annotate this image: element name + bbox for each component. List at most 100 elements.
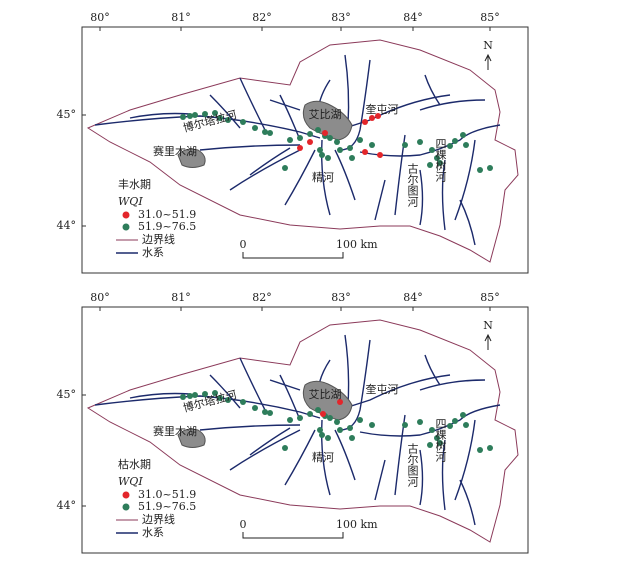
north-label: N — [483, 39, 493, 52]
legend-swatch — [122, 223, 130, 231]
lon-label: 83° — [331, 291, 351, 304]
site-good — [349, 155, 355, 161]
river — [279, 374, 301, 421]
place-label: 艾比湖 — [309, 108, 342, 121]
site-good — [212, 390, 218, 396]
site-good — [477, 447, 483, 453]
river — [344, 334, 350, 406]
site-good — [319, 152, 325, 158]
site-poor — [377, 152, 383, 158]
scale-bar — [242, 532, 344, 539]
site-good — [240, 119, 246, 125]
site-good — [282, 445, 288, 451]
site-good — [402, 142, 408, 148]
site-good — [202, 111, 208, 117]
site-good — [349, 435, 355, 441]
site-poor — [369, 115, 375, 121]
place-label: 赛里木湖 — [153, 424, 197, 438]
site-good — [317, 427, 323, 433]
north-arrow — [484, 53, 492, 70]
legend-swatch — [122, 491, 130, 499]
legend-title: WQI — [118, 195, 143, 208]
lon-label: 81° — [171, 11, 191, 24]
site-good — [287, 417, 293, 423]
season-label: 枯水期 — [118, 457, 151, 471]
river — [239, 357, 266, 411]
place-label: 精河 — [312, 451, 334, 464]
lat-label: 44° — [57, 219, 77, 232]
site-good — [297, 135, 303, 141]
map-frame — [81, 26, 529, 274]
site-good — [282, 165, 288, 171]
river — [424, 74, 441, 106]
site-good — [357, 137, 363, 143]
scale-label: 0 — [240, 518, 247, 531]
river — [249, 147, 291, 176]
legend-title: WQI — [118, 475, 143, 488]
site-good — [427, 442, 433, 448]
site-poor — [307, 139, 313, 145]
place-label: 精河 — [312, 171, 334, 184]
site-good — [325, 155, 331, 161]
site-good — [334, 419, 340, 425]
north-arrow — [484, 333, 492, 350]
river — [239, 77, 266, 131]
river — [459, 199, 476, 246]
river — [359, 404, 501, 437]
scale-label: 100 km — [336, 238, 378, 251]
site-good — [334, 139, 340, 145]
legend-label: 边界线 — [142, 512, 175, 526]
site-good — [427, 162, 433, 168]
place-label: 艾比湖 — [309, 388, 342, 401]
site-good — [217, 115, 223, 121]
site-good — [180, 394, 186, 400]
site-good — [437, 440, 443, 446]
river — [284, 149, 316, 206]
basin-boundary — [86, 39, 519, 263]
river — [419, 449, 424, 506]
site-good — [327, 135, 333, 141]
river — [129, 392, 191, 399]
legend-label: 51.9~76.5 — [138, 500, 196, 513]
river — [284, 429, 316, 486]
place-label: 奎屯河 — [366, 102, 399, 116]
map-frame — [81, 306, 529, 554]
site-good — [225, 397, 231, 403]
legend-label: 水系 — [142, 526, 164, 539]
site-good — [327, 415, 333, 421]
site-good — [192, 112, 198, 118]
river — [129, 112, 191, 119]
site-good — [317, 147, 323, 153]
river — [279, 94, 301, 141]
lon-label: 84° — [403, 11, 423, 24]
river — [199, 144, 301, 151]
site-good — [187, 393, 193, 399]
river — [454, 419, 476, 501]
river — [94, 115, 321, 139]
site-good — [287, 137, 293, 143]
site-good — [267, 410, 273, 416]
site-good — [187, 113, 193, 119]
site-good — [460, 132, 466, 138]
river — [94, 395, 321, 419]
place-label: 四棵树河 — [434, 418, 447, 462]
site-good — [347, 425, 353, 431]
river — [394, 134, 406, 216]
site-good — [267, 130, 273, 136]
site-poor — [375, 113, 381, 119]
site-poor — [362, 149, 368, 155]
site-good — [452, 138, 458, 144]
site-good — [225, 117, 231, 123]
site-good — [180, 114, 186, 120]
site-good — [417, 419, 423, 425]
site-poor — [322, 130, 328, 136]
river — [359, 124, 501, 157]
site-good — [212, 110, 218, 116]
river — [394, 414, 406, 496]
site-good — [202, 391, 208, 397]
river — [321, 139, 331, 216]
site-good — [315, 407, 321, 413]
site-good — [240, 399, 246, 405]
scale-label: 100 km — [336, 518, 378, 531]
